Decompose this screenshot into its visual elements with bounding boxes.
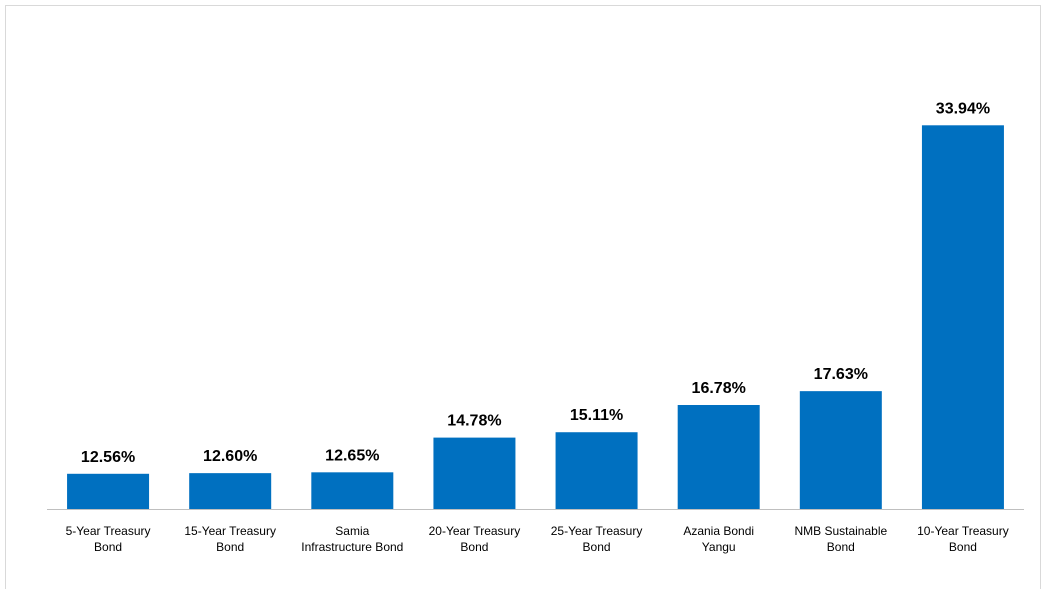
value-label: 12.60% <box>203 448 257 465</box>
bar <box>67 473 150 509</box>
bar <box>433 437 516 509</box>
value-label: 16.78% <box>692 380 746 397</box>
value-label: 12.56% <box>81 449 135 466</box>
bar <box>555 432 638 509</box>
value-label: 33.94% <box>936 100 990 117</box>
chart-border <box>5 5 1041 589</box>
value-label: 14.78% <box>447 413 501 430</box>
x-tick-label: 5-Year Treasury Bond <box>65 524 151 554</box>
x-tick-label: 20-Year Treasury Bond <box>428 524 521 554</box>
x-tick-label: NMB Sustainable Bond <box>794 524 888 554</box>
bar <box>311 472 394 509</box>
x-tick-label: Azania Bondi Yangu <box>683 524 755 554</box>
x-tick-label: 25-Year Treasury Bond <box>550 524 643 554</box>
value-label: 12.65% <box>325 447 379 464</box>
bar <box>921 125 1004 509</box>
x-tick-label: Samia Infrastructure Bond <box>301 524 404 554</box>
value-label: 17.63% <box>814 366 868 383</box>
x-tick-label: 15-Year Treasury Bond <box>184 524 276 554</box>
bar <box>799 391 882 509</box>
value-label: 15.11% <box>570 407 623 424</box>
bar <box>677 405 760 509</box>
x-tick-label: 10-Year Treasury Bond <box>917 524 1009 554</box>
bar <box>189 473 272 509</box>
